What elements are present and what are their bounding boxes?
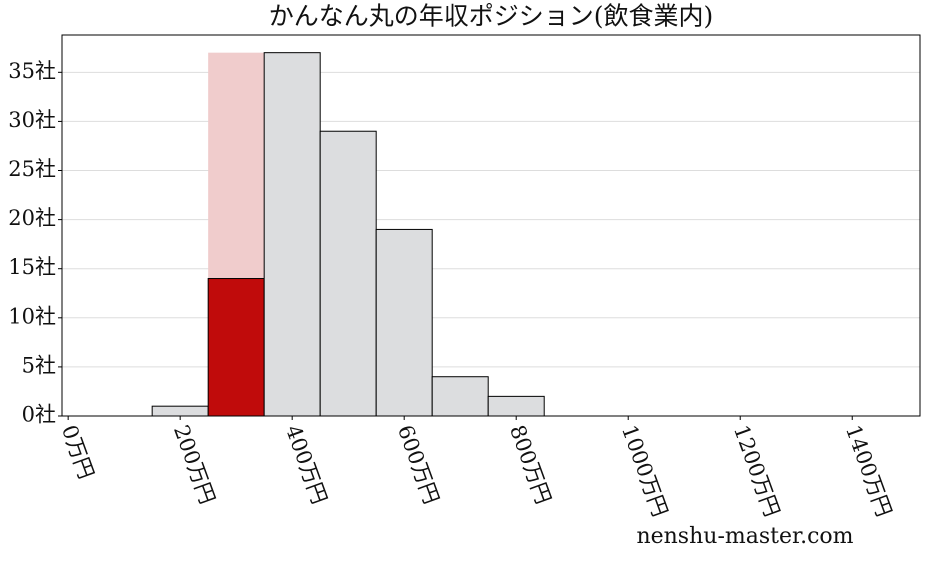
y-tick-label: 30社 (8, 108, 56, 132)
bar (207, 278, 265, 417)
y-tick-label: 25社 (8, 157, 56, 181)
y-tick-label: 10社 (8, 304, 56, 328)
plot-frame (61, 34, 921, 417)
y-tick-label: 15社 (8, 255, 56, 279)
bar (319, 130, 377, 417)
bar (431, 376, 489, 417)
bar (263, 52, 321, 417)
y-tick-label: 5社 (22, 353, 56, 377)
chart-title: かんなん丸の年収ポジション(飲食業内) (269, 2, 714, 31)
bar (151, 405, 209, 417)
y-tick-label: 0社 (22, 403, 56, 427)
watermark: nenshu-master.com (636, 524, 853, 549)
bar (487, 395, 545, 417)
y-tick-label: 35社 (8, 59, 56, 83)
y-tick-label: 20社 (8, 206, 56, 230)
bar (375, 228, 433, 417)
